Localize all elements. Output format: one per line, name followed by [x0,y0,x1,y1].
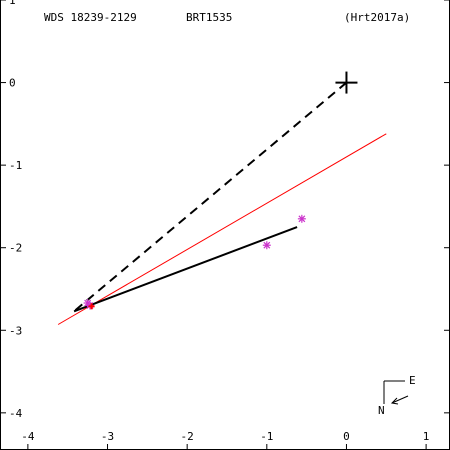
residual-marker [88,303,95,310]
asterisk-stroke [263,241,271,249]
x-tick-label: -1 [260,430,273,443]
y-tick-label: 0 [9,77,16,90]
motion-arrow-shaft [391,395,409,404]
y-tick-label: -2 [9,242,22,255]
orientation-indicator: E N [378,374,416,417]
x-tick-label: 1 [423,430,430,443]
observations [83,214,306,310]
y-tick-label: 1 [9,0,16,7]
observation-point [297,214,306,223]
x-tick-label: -4 [21,430,35,443]
east-label: E [409,374,416,387]
asterisk-stroke [298,215,306,223]
red-line [57,133,387,325]
y-tick-label: -4 [9,407,23,420]
x-tick-label: 0 [343,430,350,443]
header-left: WDS 18239-2129 [44,11,137,24]
motion-arrow-head [390,397,399,405]
header-center: BRT1535 [186,11,232,24]
tick-labels: -4 -3 -2 -1 0 1 1 0 -1 -2 -3 -4 [9,0,429,443]
y-tick-label: -3 [9,324,22,337]
header-right: (Hrt2017a) [344,11,410,24]
observation-point [262,241,271,250]
y-tick-label: -1 [9,159,22,172]
primary-star [335,71,358,94]
x-tick-label: -3 [101,430,114,443]
orbit-arc [73,226,298,313]
x-tick-label: -2 [181,430,194,443]
north-label: N [378,404,385,417]
